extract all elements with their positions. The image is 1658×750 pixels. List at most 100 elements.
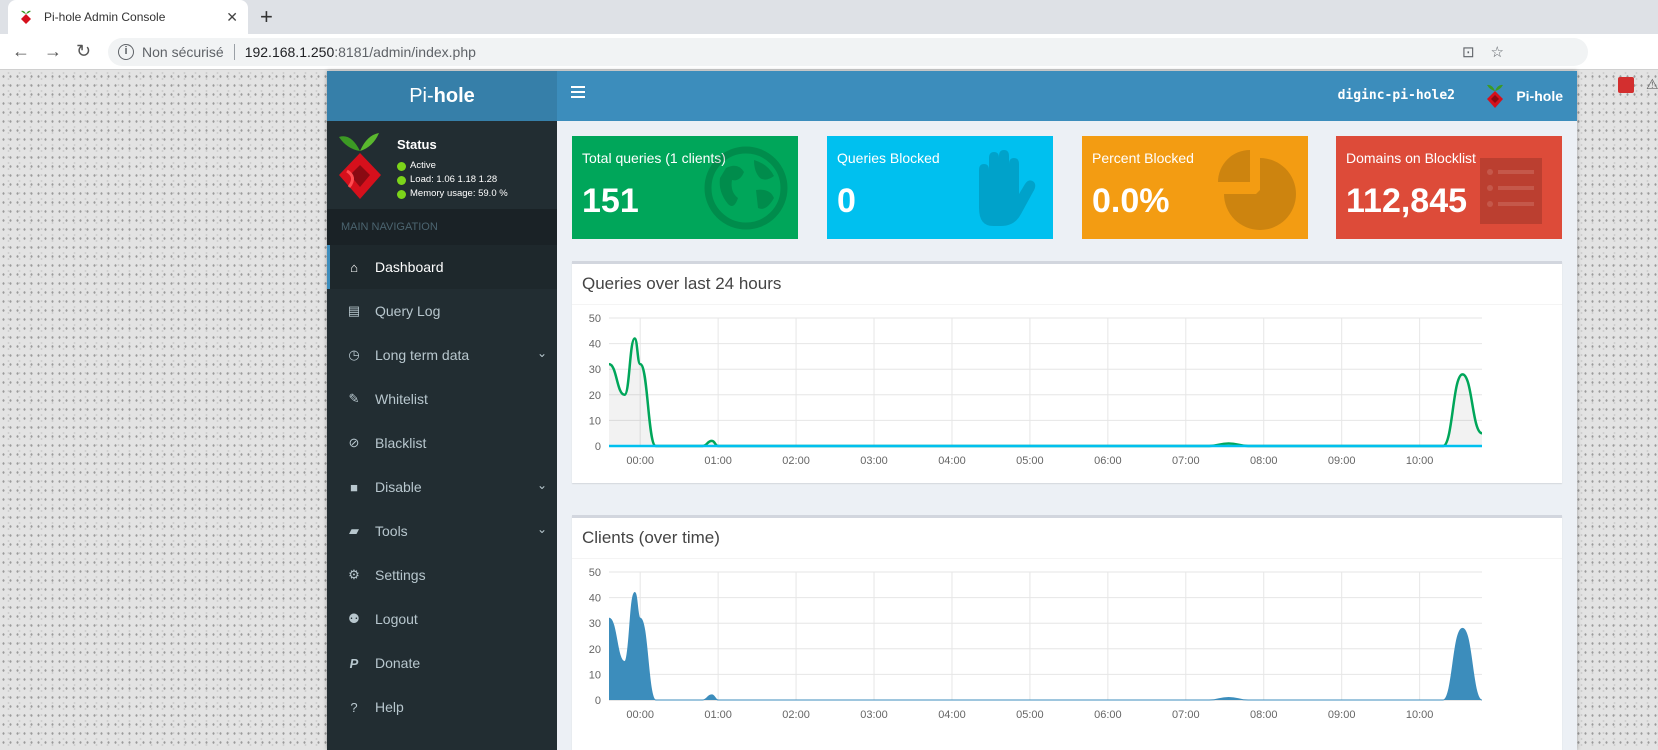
chevron-down-icon: ⌄ xyxy=(536,478,547,492)
y-tick-label: 0 xyxy=(595,695,601,707)
x-tick-label: 05:00 xyxy=(1016,709,1044,721)
pihole-user-icon xyxy=(1487,84,1504,108)
pie-chart-icon xyxy=(1218,150,1296,230)
back-icon[interactable]: ← xyxy=(12,41,30,61)
sidebar-item-label: Long term data xyxy=(375,347,470,363)
reload-icon[interactable]: ↻ xyxy=(76,41,92,61)
main-navigation-header: MAIN NAVIGATION xyxy=(327,209,557,245)
status-state: Active xyxy=(410,160,436,171)
x-tick-label: 02:00 xyxy=(782,709,810,721)
sidebar-item-blacklist[interactable]: ⊘ Blacklist xyxy=(327,421,557,465)
clock-icon: ◷ xyxy=(348,347,360,362)
pihole-favicon-icon xyxy=(21,10,31,24)
logo-suffix: hole xyxy=(433,85,475,107)
home-icon: ⌂ xyxy=(350,259,358,275)
series-area-0 xyxy=(609,592,1482,700)
x-tick-label: 07:00 xyxy=(1172,709,1200,721)
total-queries-box[interactable]: Total queries (1 clients) 151 xyxy=(572,136,798,239)
x-tick-label: 10:00 xyxy=(1406,455,1434,467)
sidebar-item-long-term-data[interactable]: ◷ Long term data ⌄ xyxy=(327,333,557,377)
tab-title: Pi-hole Admin Console xyxy=(44,10,166,24)
stop-icon: ■ xyxy=(350,479,358,495)
domains-blocklist-box[interactable]: Domains on Blocklist 112,845 xyxy=(1336,136,1562,239)
stat-value: 112,845 xyxy=(1346,182,1468,220)
x-tick-label: 09:00 xyxy=(1328,709,1356,721)
stat-value: 0 xyxy=(837,182,856,220)
sidebar-item-label: Disable xyxy=(375,479,422,495)
y-tick-label: 0 xyxy=(595,441,601,453)
sidebar-item-disable[interactable]: ■ Disable ⌄ xyxy=(327,465,557,509)
sidebar-item-dashboard[interactable]: ⌂ Dashboard xyxy=(327,245,557,289)
x-tick-label: 07:00 xyxy=(1172,455,1200,467)
box-divider xyxy=(572,304,1562,305)
edit-icon: ✎ xyxy=(348,391,360,406)
security-label: Non sécurisé xyxy=(142,44,224,60)
y-tick-label: 50 xyxy=(589,313,601,325)
list-icon xyxy=(1480,158,1542,224)
sidebar-item-help[interactable]: ? Help xyxy=(327,685,557,729)
sidebar-toggle-icon[interactable] xyxy=(571,86,585,98)
clients-chart[interactable]: 0 10 20 30 40 50 00:00 01:00 02:00 03:00 04:00 05:0… xyxy=(572,562,1562,737)
extension-warning-icon[interactable]: ⚠ xyxy=(1646,76,1658,92)
sidebar-item-donate[interactable]: P Donate xyxy=(327,641,557,685)
y-tick-label: 30 xyxy=(589,618,601,630)
x-tick-label: 00:00 xyxy=(626,709,654,721)
info-icon[interactable]: i xyxy=(118,44,134,60)
y-tick-label: 50 xyxy=(589,567,601,579)
x-tick-label: 04:00 xyxy=(938,709,966,721)
queries-blocked-box[interactable]: Queries Blocked 0 xyxy=(827,136,1053,239)
stat-label: Total queries (1 clients) xyxy=(582,150,726,166)
sidebar-item-label: Whitelist xyxy=(375,391,428,407)
sidebar-item-label: Logout xyxy=(375,611,418,627)
load-dot-icon xyxy=(397,175,406,185)
y-tick-label: 30 xyxy=(589,364,601,376)
address-bar[interactable]: i Non sécurisé 192.168.1.250 :8181/admin… xyxy=(108,38,1588,66)
x-tick-label: 08:00 xyxy=(1250,455,1278,467)
translate-icon[interactable]: ⊡ xyxy=(1461,44,1475,61)
browser-tab-bar: Pi-hole Admin Console ✕ + xyxy=(0,0,1658,34)
y-tick-label: 20 xyxy=(589,390,601,402)
chevron-down-icon: ⌄ xyxy=(536,346,547,360)
status-title: Status xyxy=(397,137,437,152)
queries-chart[interactable]: 0 10 20 30 40 50 00:00 01:00 02:00 03:00 04:00 05:0… xyxy=(572,308,1562,483)
folder-icon: ▰ xyxy=(349,523,359,538)
top-navbar: diginc-pi-hole2 Pi-hole xyxy=(557,71,1577,121)
y-tick-label: 10 xyxy=(589,669,601,681)
x-tick-label: 03:00 xyxy=(860,455,888,467)
stat-label: Percent Blocked xyxy=(1092,150,1194,166)
series-line-0 xyxy=(608,591,1483,701)
tab-close-icon[interactable]: ✕ xyxy=(226,8,238,25)
y-tick-label: 20 xyxy=(589,644,601,656)
new-tab-icon[interactable]: + xyxy=(260,4,273,29)
sidebar-item-query-log[interactable]: ▤ Query Log xyxy=(327,289,557,333)
hostname-label: diginc-pi-hole2 xyxy=(1337,88,1455,103)
user-menu[interactable]: Pi-hole xyxy=(1484,83,1563,109)
status-load: Load: 1.06 1.18 1.28 xyxy=(410,174,498,185)
hand-icon xyxy=(979,150,1036,226)
gears-icon: ⚙ xyxy=(348,567,360,582)
app-logo[interactable]: Pi-hole xyxy=(327,71,557,121)
sidebar-item-tools[interactable]: ▰ Tools ⌄ xyxy=(327,509,557,553)
url-host: 192.168.1.250 xyxy=(244,44,335,60)
status-memory: Memory usage: 59.0 % xyxy=(410,188,508,199)
bookmark-star-icon[interactable]: ☆ xyxy=(1490,44,1504,61)
sidebar: Status Active Load: 1.06 1.18 1.28 Memor… xyxy=(327,121,557,750)
pihole-app: Pi-hole diginc-pi-hole2 Pi-hole Status xyxy=(327,71,1577,750)
sidebar-item-logout[interactable]: ⚉ Logout xyxy=(327,597,557,641)
paypal-icon: P xyxy=(349,655,359,671)
sidebar-item-label: Blacklist xyxy=(375,435,427,451)
sidebar-item-whitelist[interactable]: ✎ Whitelist xyxy=(327,377,557,421)
percent-blocked-box[interactable]: Percent Blocked 0.0% xyxy=(1082,136,1308,239)
x-tick-label: 06:00 xyxy=(1094,709,1122,721)
browser-tab[interactable]: Pi-hole Admin Console ✕ xyxy=(8,0,248,34)
forward-icon[interactable]: → xyxy=(44,41,62,61)
summary-boxes: Total queries (1 clients) 151 Queries Bl… xyxy=(572,136,1562,239)
stat-value: 151 xyxy=(582,182,639,220)
extension-icon[interactable] xyxy=(1618,77,1634,93)
user-times-icon: ⚉ xyxy=(348,611,360,626)
status-active-dot-icon xyxy=(397,161,406,171)
stat-label: Domains on Blocklist xyxy=(1346,150,1476,166)
user-name: Pi-hole xyxy=(1516,88,1563,104)
sidebar-item-settings[interactable]: ⚙ Settings xyxy=(327,553,557,597)
sidebar-item-label: Donate xyxy=(375,655,421,671)
